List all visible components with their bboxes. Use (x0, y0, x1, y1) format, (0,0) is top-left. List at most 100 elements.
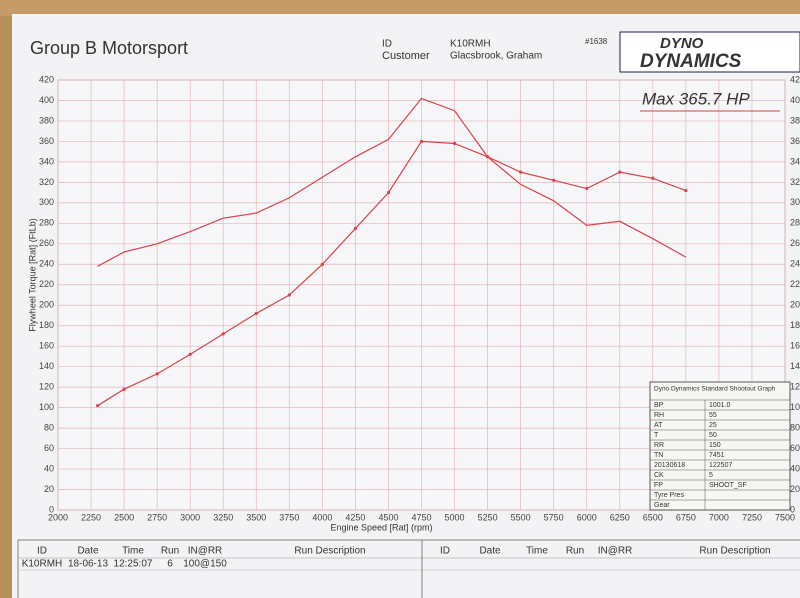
x-tick-label: 4000 (312, 512, 332, 522)
info-cell: 122507 (709, 462, 732, 469)
y2-tick-label: 20 (790, 484, 800, 494)
info-title: Dyno Dynamics Standard Shootout Graph (654, 386, 776, 393)
data-line (97, 97, 687, 267)
x-tick-label: 7000 (709, 512, 729, 522)
y2-tick-label: 320 (790, 177, 800, 187)
y-tick-label: 140 (39, 361, 54, 371)
x-tick-label: 4250 (345, 512, 365, 522)
x-tick-label: 3750 (279, 512, 299, 522)
y2-tick-label: 380 (790, 115, 800, 125)
annotation: Max 365.7 HP (642, 89, 750, 108)
x-tick-label: 5250 (478, 512, 498, 522)
y2-tick-label: 240 (790, 259, 800, 269)
data-point (320, 262, 324, 266)
data-point (651, 176, 655, 180)
customer-label: Customer (382, 50, 430, 62)
table-cell: 100@150 (183, 559, 227, 570)
info-cell: 7451 (709, 452, 725, 459)
x-axis-label: Engine Speed [Rat] (rpm) (330, 522, 432, 532)
y-tick-label: 400 (39, 95, 54, 105)
x-tick-label: 2000 (48, 512, 68, 522)
x-tick-label: 5500 (511, 512, 531, 522)
x-tick-label: 3000 (180, 512, 200, 522)
y-tick-label: 80 (44, 422, 54, 432)
y-tick-label: 120 (39, 382, 54, 392)
info-cell: 50 (709, 432, 717, 439)
y-tick-label: 420 (39, 74, 54, 84)
info-cell: 25 (709, 422, 717, 429)
x-tick-label: 6250 (610, 512, 630, 522)
y2-tick-label: 40 (790, 463, 800, 473)
data-point (386, 191, 391, 195)
table-cell: 6 (167, 559, 173, 570)
table-header: ID (440, 546, 450, 557)
table-header: Date (479, 546, 501, 557)
data-point (254, 311, 258, 316)
info-cell: T (654, 432, 659, 439)
data-point (155, 372, 159, 376)
info-cell: CK (654, 472, 664, 479)
info-cell: Tyre Pres (654, 492, 684, 499)
y-tick-label: 340 (39, 156, 54, 166)
info-cell: 55 (709, 412, 717, 419)
data-point (485, 155, 490, 159)
data-point (188, 352, 192, 356)
id-value: K10RMH (450, 39, 491, 50)
table-header: IN@RR (188, 546, 223, 557)
y2-tick-label: 100 (790, 402, 800, 412)
logo-top: DYNO (660, 35, 704, 52)
y-tick-label: 320 (39, 177, 54, 187)
data-point (221, 332, 225, 336)
table-cell: 12:25:07 (114, 559, 153, 570)
x-tick-label: 5000 (445, 512, 465, 522)
y-tick-label: 280 (39, 218, 54, 228)
y2-tick-label: 160 (790, 341, 800, 351)
data-point (618, 170, 622, 174)
y-tick-label: 0 (49, 504, 54, 514)
y-tick-label: 360 (39, 136, 54, 146)
y-tick-label: 40 (44, 463, 54, 473)
y2-tick-label: 360 (790, 136, 800, 146)
y2-tick-label: 400 (790, 95, 800, 105)
y-tick-label: 220 (39, 279, 54, 289)
data-point (96, 403, 100, 408)
y2-tick-label: 420 (790, 74, 800, 84)
sheet-number: #1638 (585, 37, 608, 46)
data-point (684, 188, 688, 193)
y-tick-label: 240 (39, 259, 54, 269)
info-cell: Gear (654, 502, 670, 509)
table-header: Run (161, 546, 179, 557)
y2-tick-label: 200 (790, 300, 800, 310)
table-header: Run Description (699, 546, 770, 557)
info-cell: 5 (709, 472, 713, 479)
y2-tick-label: 280 (790, 218, 800, 228)
y2-tick-label: 300 (790, 197, 800, 207)
table-header: Time (122, 546, 144, 557)
table-cell: 18-06-13 (68, 559, 108, 570)
table-header: Time (526, 546, 548, 557)
info-cell: TN (654, 452, 663, 459)
y2-tick-label: 220 (790, 279, 800, 289)
table-header: Date (77, 546, 99, 557)
logo-box (619, 31, 800, 73)
y-tick-label: 60 (44, 443, 54, 453)
x-tick-label: 4750 (411, 512, 431, 522)
data-point (287, 293, 291, 297)
y-tick-label: 180 (39, 320, 54, 330)
table-cell: K10RMH (22, 559, 63, 570)
data-point (585, 186, 589, 191)
x-tick-label: 6750 (676, 512, 696, 522)
x-tick-label: 7500 (775, 512, 795, 522)
y2-tick-label: 180 (790, 320, 800, 330)
y-tick-label: 160 (39, 341, 54, 351)
company-name: Group B Motorsport (30, 38, 188, 58)
x-tick-label: 4500 (378, 512, 398, 522)
table-surface (0, 0, 800, 16)
x-tick-label: 3500 (246, 512, 266, 522)
x-tick-label: 6000 (577, 512, 597, 522)
info-cell: RH (654, 412, 664, 419)
data-point (452, 141, 457, 146)
customer-value: Glacsbrook, Graham (450, 51, 542, 62)
table-header: IN@RR (598, 546, 633, 557)
